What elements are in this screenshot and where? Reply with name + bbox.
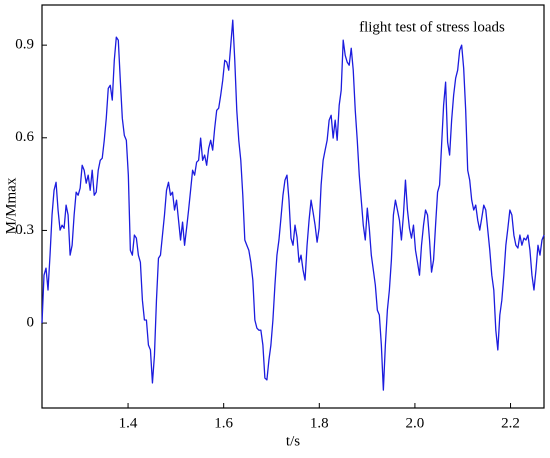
plot-frame bbox=[41, 4, 545, 409]
y-tick-label: 0 bbox=[27, 315, 35, 331]
data-line bbox=[41, 19, 545, 391]
x-tick-label: 1.6 bbox=[214, 415, 233, 431]
x-tick-label: 2.2 bbox=[501, 415, 520, 431]
y-tick-label: 0.9 bbox=[15, 37, 34, 53]
y-axis-label: M/Mmax bbox=[3, 177, 19, 234]
x-tick-label: 2.0 bbox=[406, 415, 425, 431]
annotation: flight test of stress loads bbox=[359, 19, 505, 35]
y-tick-label: 0.6 bbox=[15, 129, 34, 145]
x-axis-label: t/s bbox=[286, 433, 300, 449]
y-tick-label: 0.3 bbox=[15, 222, 34, 238]
x-tick-label: 1.8 bbox=[310, 415, 329, 431]
x-tick-label: 1.4 bbox=[119, 415, 138, 431]
